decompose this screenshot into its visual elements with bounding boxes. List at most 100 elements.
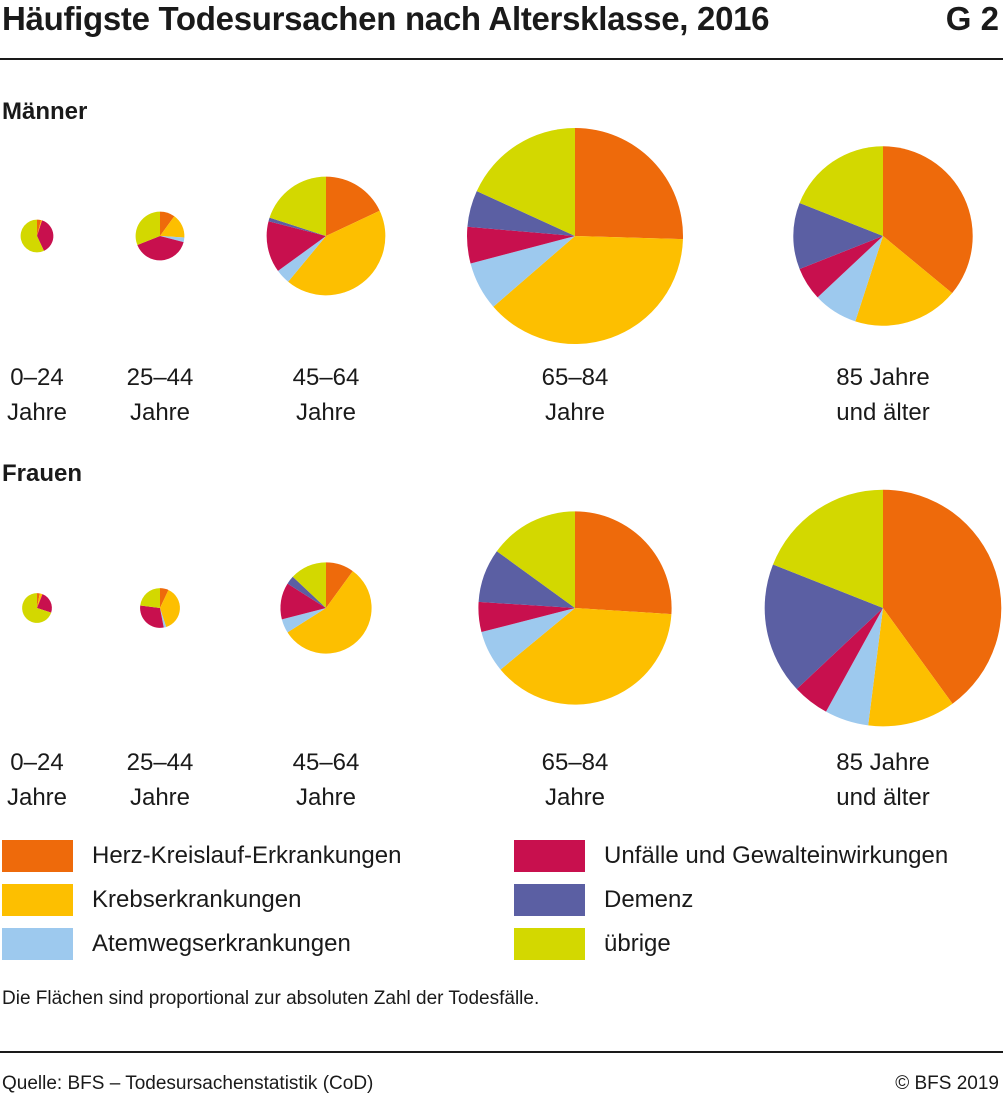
pie-slice-uebrige — [292, 562, 326, 608]
pie-slice-atemweg — [481, 608, 575, 670]
section-title-maenner: Männer — [2, 98, 88, 125]
pie-slice-atemweg — [160, 236, 185, 243]
pie-frauen-1 — [140, 588, 180, 628]
pie-slice-herz — [37, 593, 40, 608]
pie-slice-herz — [160, 211, 175, 236]
pie-slice-uebrige — [269, 176, 326, 236]
pie-slice-herz — [575, 511, 672, 615]
legend-label: übrige — [604, 930, 671, 957]
pie-slice-krebs — [160, 589, 180, 627]
age-label-line1: 45–64 — [292, 364, 360, 391]
pie-frauen-3 — [478, 511, 672, 705]
age-label-line1: 65–84 — [541, 749, 609, 776]
legend-label: Demenz — [604, 886, 694, 913]
chart-note: Die Flächen sind proportional zur absolu… — [2, 988, 540, 1009]
copyright-text: © BFS 2019 — [895, 1073, 999, 1094]
pie-slice-atemweg — [817, 236, 883, 322]
age-label-line2: Jahre — [6, 784, 68, 811]
legend-swatch — [2, 884, 73, 916]
pie-slice-demenz — [287, 576, 326, 608]
legend-label: Atemwegserkrankungen — [92, 930, 351, 957]
pie-slice-krebs — [288, 210, 386, 296]
age-label-line2: Jahre — [129, 784, 191, 811]
top-rule — [0, 58, 1003, 60]
age-label-line1: 25–44 — [126, 749, 194, 776]
bottom-rule — [0, 1051, 1003, 1053]
pie-slice-demenz — [478, 551, 575, 608]
graphic-id: G 2 — [945, 0, 999, 37]
pie-slice-krebs — [500, 608, 672, 705]
pie-slice-krebs — [493, 236, 683, 344]
pie-slice-unfaelle — [478, 601, 575, 633]
pie-slice-herz — [160, 588, 169, 608]
pie-slice-unfaelle — [266, 221, 326, 271]
pie-slice-uebrige — [140, 588, 160, 608]
pie-maenner-1 — [135, 211, 185, 261]
age-label: 65–84 Jahre — [485, 745, 665, 815]
chart-title: Häufigste Todesursachen nach Altersklass… — [2, 0, 770, 37]
pie-maenner-0 — [20, 219, 54, 253]
age-label-line2: Jahre — [295, 784, 357, 811]
pie-slice-herz — [37, 219, 42, 236]
pie-slice-demenz — [793, 202, 883, 270]
pie-slice-unfaelle — [137, 236, 184, 261]
pie-slice-krebs — [868, 608, 953, 727]
pie-slice-uebrige — [22, 593, 52, 623]
age-label-line1: 25–44 — [126, 364, 194, 391]
age-label-line2: Jahre — [6, 399, 68, 426]
pie-slice-herz — [883, 146, 973, 294]
age-label-line1: 45–64 — [292, 749, 360, 776]
source-text: Quelle: BFS – Todesursachenstatistik (Co… — [2, 1073, 374, 1094]
pie-slice-herz — [883, 489, 1002, 704]
legend-swatch — [2, 928, 73, 960]
pie-slice-krebs — [37, 593, 43, 608]
legend-label: Krebserkrankungen — [92, 886, 302, 913]
pie-slice-atemweg — [470, 236, 575, 307]
pie-maenner-4 — [793, 146, 973, 326]
age-label-line1: 0–24 — [10, 364, 64, 391]
age-label: 65–84 Jahre — [485, 360, 665, 430]
pie-frauen-2 — [280, 562, 372, 654]
age-label: 0–24 Jahre — [0, 360, 74, 430]
pie-slice-krebs — [160, 216, 185, 238]
pie-slice-atemweg — [277, 236, 326, 282]
pie-slice-krebs — [855, 236, 953, 326]
age-label: 25–44 Jahre — [70, 360, 250, 430]
pie-maenner-3 — [467, 128, 684, 344]
legend-swatch — [514, 840, 585, 872]
pie-frauen-4 — [764, 489, 1002, 727]
age-label: 85 Jahre und älter — [793, 360, 973, 430]
pie-frauen-0 — [22, 593, 52, 623]
pie-slice-uebrige — [20, 219, 44, 253]
pie-maenner-2 — [266, 176, 386, 296]
pie-slice-uebrige — [799, 146, 883, 236]
pie-slice-unfaelle — [280, 583, 326, 620]
pie-slice-uebrige — [496, 511, 575, 608]
pie-chart-area — [20, 128, 1002, 727]
pie-slice-unfaelle — [796, 608, 883, 712]
pie-slice-atemweg — [281, 608, 326, 633]
legend-swatch — [2, 840, 73, 872]
age-label-line2: Jahre — [544, 784, 606, 811]
pie-slice-unfaelle — [37, 594, 52, 613]
legend-swatch — [514, 884, 585, 916]
pie-slice-atemweg — [160, 608, 167, 628]
pie-slice-herz — [326, 176, 380, 236]
age-label-line2: und älter — [836, 399, 930, 426]
pie-slice-krebs — [287, 571, 372, 654]
pie-slice-unfaelle — [140, 605, 164, 628]
pie-slice-demenz — [268, 217, 326, 236]
pie-slice-demenz — [764, 564, 883, 689]
section-title-frauen: Frauen — [2, 460, 83, 487]
pie-slice-uebrige — [476, 128, 575, 236]
age-label: 25–44 Jahre — [70, 745, 250, 815]
pie-slice-unfaelle — [799, 236, 883, 298]
pie-slice-unfaelle — [37, 220, 54, 251]
pie-slice-herz — [326, 562, 353, 608]
pie-slice-demenz — [467, 191, 575, 236]
age-label: 45–64 Jahre — [236, 745, 416, 815]
age-label-line2: Jahre — [544, 399, 606, 426]
age-label-line1: 65–84 — [541, 364, 609, 391]
pie-slice-unfaelle — [467, 226, 575, 264]
age-label-line1: 0–24 — [10, 749, 64, 776]
